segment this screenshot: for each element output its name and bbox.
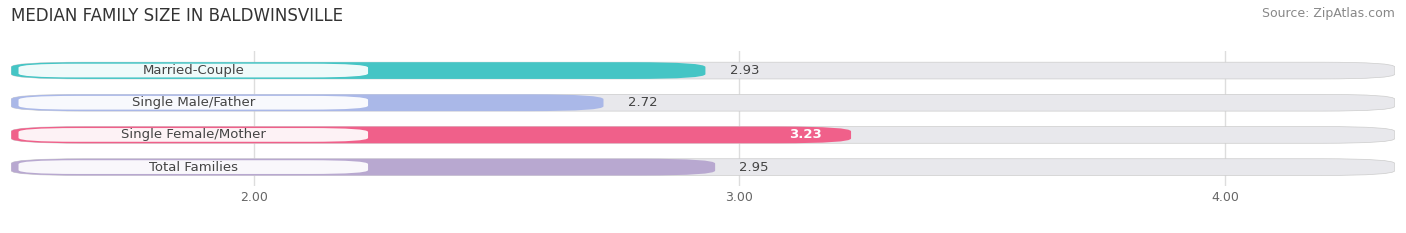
- FancyBboxPatch shape: [18, 96, 368, 110]
- FancyBboxPatch shape: [11, 159, 1395, 175]
- FancyBboxPatch shape: [18, 128, 368, 142]
- FancyBboxPatch shape: [11, 127, 1395, 143]
- FancyBboxPatch shape: [11, 62, 1395, 79]
- FancyBboxPatch shape: [18, 64, 368, 77]
- FancyBboxPatch shape: [11, 159, 716, 175]
- Text: Source: ZipAtlas.com: Source: ZipAtlas.com: [1261, 7, 1395, 20]
- Text: 2.72: 2.72: [627, 96, 658, 109]
- Text: Single Female/Mother: Single Female/Mother: [121, 128, 266, 141]
- FancyBboxPatch shape: [11, 94, 603, 111]
- Text: Single Male/Father: Single Male/Father: [132, 96, 254, 109]
- FancyBboxPatch shape: [18, 160, 368, 174]
- Text: Total Families: Total Families: [149, 161, 238, 174]
- FancyBboxPatch shape: [11, 62, 706, 79]
- Text: Married-Couple: Married-Couple: [142, 64, 245, 77]
- Text: 2.95: 2.95: [740, 161, 769, 174]
- Text: MEDIAN FAMILY SIZE IN BALDWINSVILLE: MEDIAN FAMILY SIZE IN BALDWINSVILLE: [11, 7, 343, 25]
- FancyBboxPatch shape: [11, 127, 851, 143]
- FancyBboxPatch shape: [11, 94, 1395, 111]
- Text: 3.23: 3.23: [789, 128, 823, 141]
- Text: 2.93: 2.93: [730, 64, 759, 77]
